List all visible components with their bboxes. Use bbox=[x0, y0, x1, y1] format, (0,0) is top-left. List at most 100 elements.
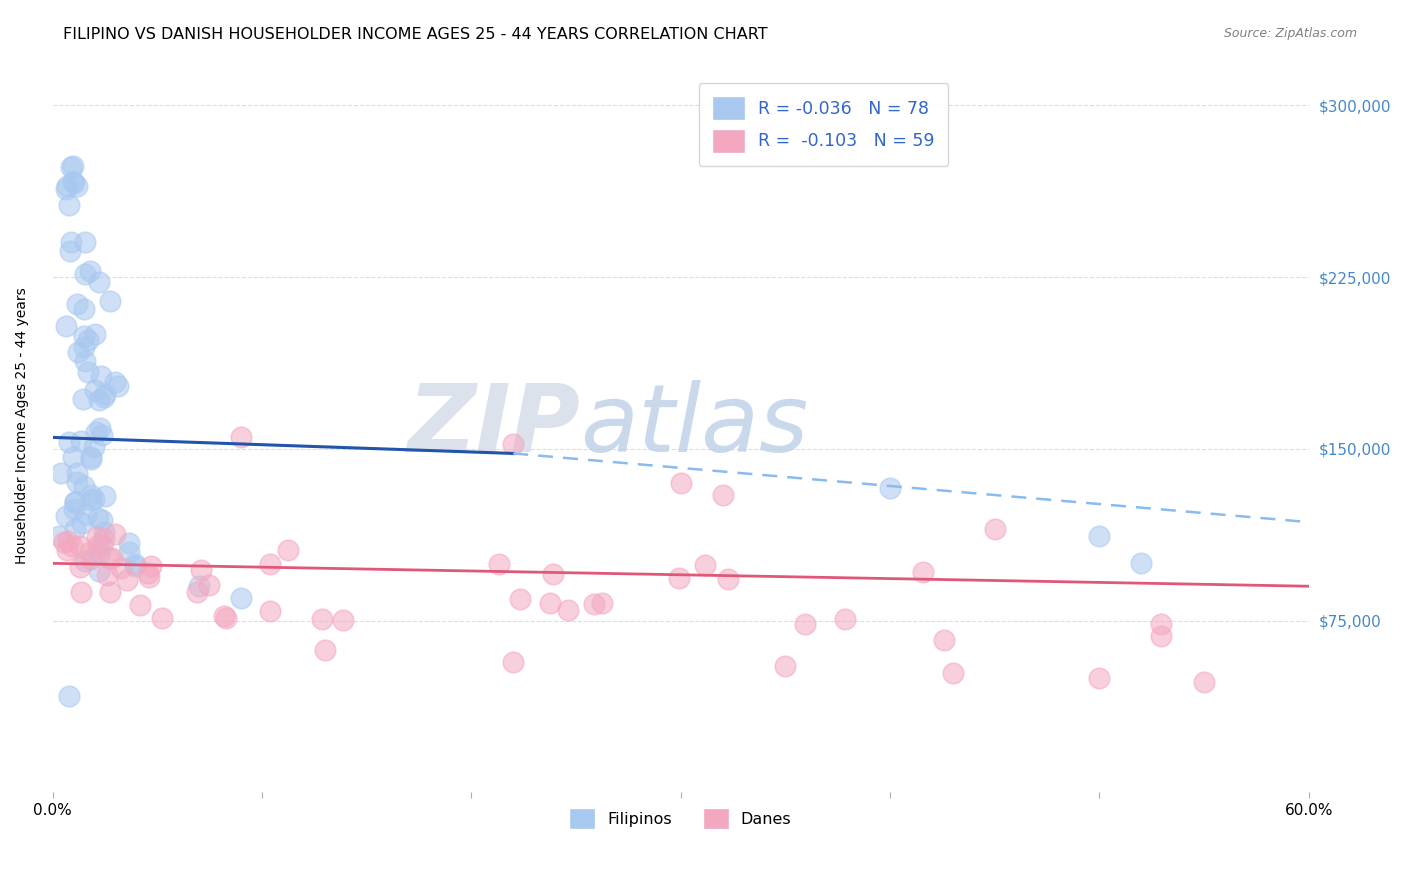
Point bbox=[1130, 557, 1153, 571]
Point bbox=[98, 550, 121, 565]
Point bbox=[73, 340, 96, 354]
Point bbox=[56, 179, 79, 194]
Point bbox=[229, 430, 252, 444]
Point bbox=[87, 538, 110, 552]
Point bbox=[186, 585, 208, 599]
Point bbox=[86, 425, 108, 439]
Point bbox=[48, 529, 70, 543]
Point bbox=[983, 522, 1005, 536]
Point bbox=[79, 551, 101, 566]
Point bbox=[87, 393, 110, 408]
Point bbox=[90, 538, 112, 552]
Point bbox=[139, 559, 162, 574]
Point bbox=[72, 392, 94, 406]
Point bbox=[58, 689, 80, 703]
Point bbox=[80, 450, 103, 464]
Point bbox=[695, 558, 717, 572]
Point bbox=[93, 532, 115, 546]
Y-axis label: Householder Income Ages 25 - 44 years: Householder Income Ages 25 - 44 years bbox=[15, 287, 30, 565]
Point bbox=[136, 566, 159, 580]
Point bbox=[73, 302, 96, 317]
Point bbox=[73, 353, 96, 368]
Point bbox=[58, 534, 80, 549]
Point bbox=[717, 572, 740, 586]
Point bbox=[55, 509, 77, 524]
Point bbox=[90, 513, 112, 527]
Text: Source: ZipAtlas.com: Source: ZipAtlas.com bbox=[1223, 27, 1357, 40]
Point bbox=[190, 563, 212, 577]
Point bbox=[115, 573, 138, 587]
Point bbox=[75, 508, 97, 522]
Point bbox=[80, 488, 103, 502]
Point bbox=[93, 390, 115, 404]
Point bbox=[89, 420, 111, 434]
Point bbox=[93, 489, 115, 503]
Point bbox=[75, 235, 97, 249]
Point bbox=[80, 492, 103, 507]
Point bbox=[63, 522, 86, 536]
Point bbox=[311, 612, 333, 626]
Point bbox=[60, 160, 83, 174]
Point bbox=[277, 543, 299, 558]
Point bbox=[58, 198, 80, 212]
Point bbox=[1088, 529, 1111, 543]
Point bbox=[100, 551, 122, 566]
Point bbox=[83, 441, 105, 455]
Point bbox=[107, 379, 129, 393]
Point bbox=[87, 275, 110, 289]
Legend: Filipinos, Danes: Filipinos, Danes bbox=[562, 801, 799, 836]
Point bbox=[104, 376, 127, 390]
Point bbox=[58, 434, 80, 449]
Point bbox=[942, 666, 965, 681]
Point bbox=[84, 327, 107, 342]
Point bbox=[94, 387, 117, 401]
Point bbox=[55, 318, 77, 333]
Point bbox=[229, 591, 252, 605]
Point bbox=[75, 554, 97, 568]
Point bbox=[59, 244, 82, 258]
Point bbox=[62, 501, 84, 516]
Point bbox=[259, 604, 281, 618]
Point bbox=[104, 527, 127, 541]
Point bbox=[73, 328, 96, 343]
Point bbox=[53, 534, 76, 549]
Point bbox=[62, 174, 84, 188]
Point bbox=[73, 478, 96, 492]
Point bbox=[711, 488, 734, 502]
Point bbox=[332, 613, 354, 627]
Point bbox=[66, 466, 89, 480]
Point bbox=[60, 539, 83, 553]
Point bbox=[83, 383, 105, 397]
Point bbox=[90, 428, 112, 442]
Point bbox=[1192, 675, 1215, 690]
Point bbox=[66, 178, 89, 193]
Point bbox=[66, 475, 89, 489]
Point bbox=[314, 643, 336, 657]
Point bbox=[80, 451, 103, 466]
Point bbox=[79, 264, 101, 278]
Point bbox=[70, 585, 93, 599]
Point bbox=[502, 437, 524, 451]
Point bbox=[89, 564, 111, 578]
Point bbox=[110, 560, 132, 574]
Point bbox=[215, 611, 238, 625]
Point bbox=[1149, 629, 1171, 643]
Point bbox=[124, 559, 146, 574]
Text: atlas: atlas bbox=[581, 381, 808, 472]
Point bbox=[259, 558, 281, 572]
Point bbox=[56, 542, 79, 557]
Point bbox=[124, 557, 146, 571]
Point bbox=[62, 450, 84, 465]
Point bbox=[932, 633, 955, 648]
Point bbox=[557, 603, 579, 617]
Point bbox=[582, 597, 605, 611]
Point bbox=[1088, 671, 1111, 685]
Point bbox=[79, 545, 101, 559]
Point bbox=[188, 579, 211, 593]
Point bbox=[69, 560, 91, 574]
Point bbox=[502, 655, 524, 669]
Point bbox=[69, 539, 91, 553]
Point bbox=[118, 536, 141, 550]
Point bbox=[912, 565, 935, 579]
Text: ZIP: ZIP bbox=[408, 380, 581, 472]
